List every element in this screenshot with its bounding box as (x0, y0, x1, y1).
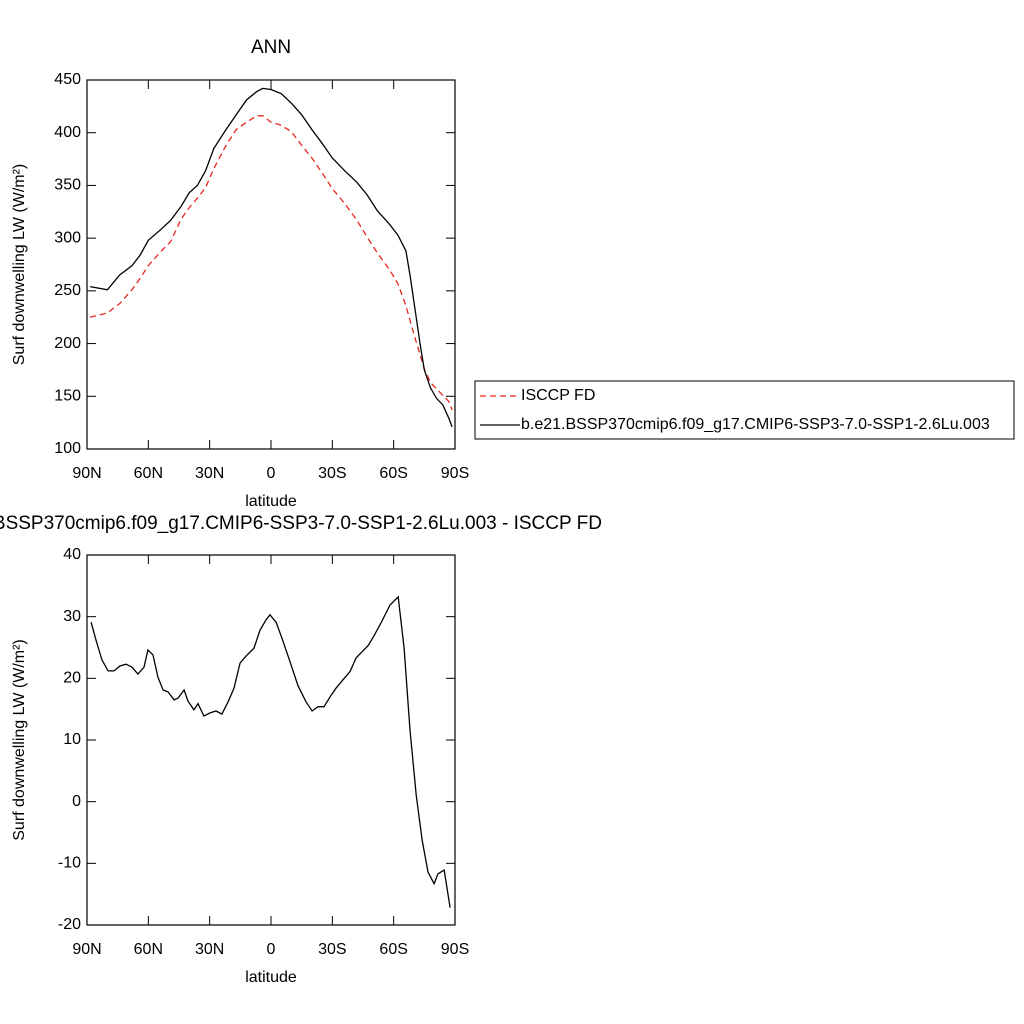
x-tick-label: 30N (195, 465, 224, 482)
y-tick-label: 450 (54, 71, 81, 88)
y-tick-label: 10 (63, 731, 81, 748)
legend-label: ISCCP FD (521, 387, 595, 404)
chart-title: ANN (251, 37, 291, 58)
x-tick-label: 90S (441, 941, 469, 958)
x-axis-label: latitude (245, 969, 297, 986)
y-tick-label: 300 (54, 229, 81, 246)
x-tick-label: 0 (267, 941, 276, 958)
y-tick-label: 350 (54, 177, 81, 194)
y-tick-label: -10 (58, 855, 81, 872)
y-tick-label: 40 (63, 546, 81, 563)
plot-frame (86, 79, 456, 450)
chart-title: b.e21.BSSP370cmip6.f09_g17.CMIP6-SSP3-7.… (0, 513, 602, 534)
y-tick-label: 400 (54, 124, 81, 141)
y-tick-label: 0 (72, 793, 81, 810)
x-tick-label: 60N (134, 941, 163, 958)
x-tick-label: 60S (379, 465, 407, 482)
x-tick-label: 0 (267, 465, 276, 482)
y-tick-label: -20 (58, 916, 81, 933)
y-tick-label: 250 (54, 282, 81, 299)
x-axis-label: latitude (245, 493, 297, 510)
y-axis-label: Surf downwelling LW (W/m²) (11, 164, 28, 366)
legend-label: b.e21.BSSP370cmip6.f09_g17.CMIP6-SSP3-7.… (521, 416, 990, 433)
legend-box (474, 380, 1015, 440)
y-tick-label: 100 (54, 440, 81, 457)
data-line (89, 87, 453, 428)
y-tick-label: 150 (54, 388, 81, 405)
y-axis-label: Surf downwelling LW (W/m²) (11, 639, 28, 841)
x-tick-label: 30N (195, 941, 224, 958)
data-line (90, 595, 451, 908)
x-tick-label: 90S (441, 465, 469, 482)
x-tick-label: 90N (72, 465, 101, 482)
x-tick-label: 60N (134, 465, 163, 482)
x-tick-label: 30S (318, 941, 346, 958)
y-tick-label: 20 (63, 670, 81, 687)
y-tick-label: 30 (63, 608, 81, 625)
x-tick-label: 30S (318, 465, 346, 482)
x-tick-label: 60S (379, 941, 407, 958)
plot-frame (86, 554, 456, 926)
x-tick-label: 90N (72, 941, 101, 958)
y-tick-label: 200 (54, 335, 81, 352)
data-line (89, 115, 453, 411)
